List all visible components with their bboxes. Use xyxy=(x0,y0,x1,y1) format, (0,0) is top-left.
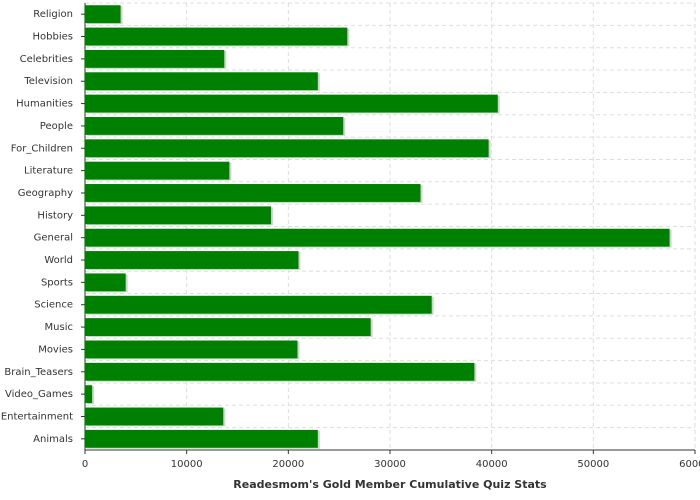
bar xyxy=(85,72,318,91)
y-tick-label: Entertainment xyxy=(1,411,73,422)
y-tick-label: Music xyxy=(45,322,73,333)
bar xyxy=(85,340,298,359)
bar xyxy=(85,27,348,46)
x-tick-label: 50000 xyxy=(577,459,609,470)
y-tick-label: World xyxy=(44,255,73,266)
y-tick-label: Hobbies xyxy=(33,32,73,43)
y-tick-label: History xyxy=(37,210,73,221)
y-tick-label: Video_Games xyxy=(5,389,73,400)
y-tick-label: Literature xyxy=(24,166,73,177)
bar xyxy=(85,295,432,314)
bar xyxy=(85,116,344,135)
x-tick-label: 20000 xyxy=(272,459,304,470)
y-tick-label: Animals xyxy=(33,434,73,445)
bar xyxy=(85,228,670,247)
bar xyxy=(85,385,93,404)
bar xyxy=(85,362,475,381)
bar xyxy=(85,407,224,426)
bar xyxy=(85,161,230,180)
y-tick-label: Religion xyxy=(33,9,73,20)
bar xyxy=(85,5,121,24)
bar xyxy=(85,318,371,337)
bar xyxy=(85,206,272,225)
y-tick-label: For_Children xyxy=(11,143,73,154)
y-tick-label: Television xyxy=(23,76,73,87)
x-tick-label: 0 xyxy=(82,459,88,470)
bar xyxy=(85,184,421,202)
y-tick-label: People xyxy=(40,121,73,132)
bar xyxy=(85,139,489,158)
x-axis-title: Readesmom's Gold Member Cumulative Quiz … xyxy=(233,478,547,491)
y-tick-label: Movies xyxy=(38,344,73,355)
y-tick-label: Celebrities xyxy=(20,54,73,65)
x-tick-label: 10000 xyxy=(171,459,203,470)
x-tick-label: 60000 xyxy=(679,459,700,470)
y-tick-label: Brain_Teasers xyxy=(4,367,73,378)
y-tick-label: Humanities xyxy=(16,99,73,110)
bar xyxy=(85,273,126,292)
bar xyxy=(85,429,318,448)
x-tick-label: 30000 xyxy=(374,459,406,470)
y-tick-label: Science xyxy=(34,300,73,311)
y-tick-label: Geography xyxy=(18,188,73,199)
x-tick-label: 40000 xyxy=(476,459,508,470)
bar xyxy=(85,251,299,269)
bar xyxy=(85,94,498,113)
bar xyxy=(85,49,225,68)
y-tick-label: Sports xyxy=(41,277,73,288)
y-tick-label: General xyxy=(34,233,73,244)
